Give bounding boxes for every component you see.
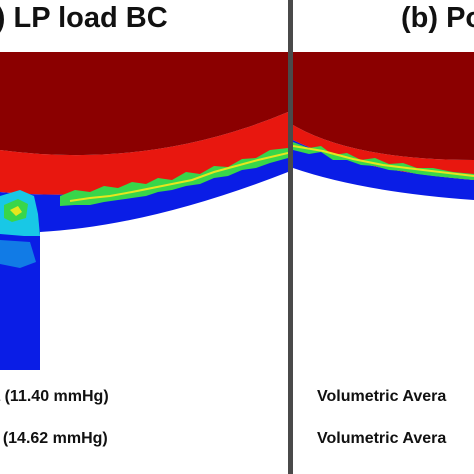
panel-a-transition-edge	[60, 148, 288, 206]
panel-a-dark-red-region	[0, 52, 288, 156]
panel-b-stat-2: Volumetric Avera	[317, 430, 447, 447]
panel-a-stat-lc: LC: 1.52 kPa (11.40 mmHg)	[0, 388, 109, 405]
panel-a-nerve-gradient	[0, 240, 36, 268]
panel-b-yellow-contour	[293, 145, 474, 177]
panel-a-yellow-region	[10, 206, 22, 216]
panel-a-pressure-contour	[0, 52, 288, 370]
panel-b-blue-region	[293, 140, 474, 200]
panel-b-stat-1: Volumetric Avera	[317, 388, 447, 405]
panel-b: (b) Po Volumetric Avera Volumetric Avera	[293, 0, 474, 474]
panel-a-yellow-contour	[69, 152, 288, 202]
panel-a: (a) LP load BC LC: 1.52 kPa (11.40 mmHg)…	[0, 2, 288, 447]
panel-b-dark-red-region	[293, 52, 474, 160]
panel-b-red-band	[293, 125, 474, 180]
panel-divider	[288, 0, 293, 474]
panel-a-title: (a) LP load BC	[0, 2, 168, 34]
panel-b-pressure-contour	[293, 52, 474, 200]
panel-b-title: (b) Po	[401, 2, 474, 34]
panel-a-stat-nt: NT: 1.95 kPa (14.62 mmHg)	[0, 430, 108, 447]
panel-a-blue-region	[0, 155, 288, 370]
